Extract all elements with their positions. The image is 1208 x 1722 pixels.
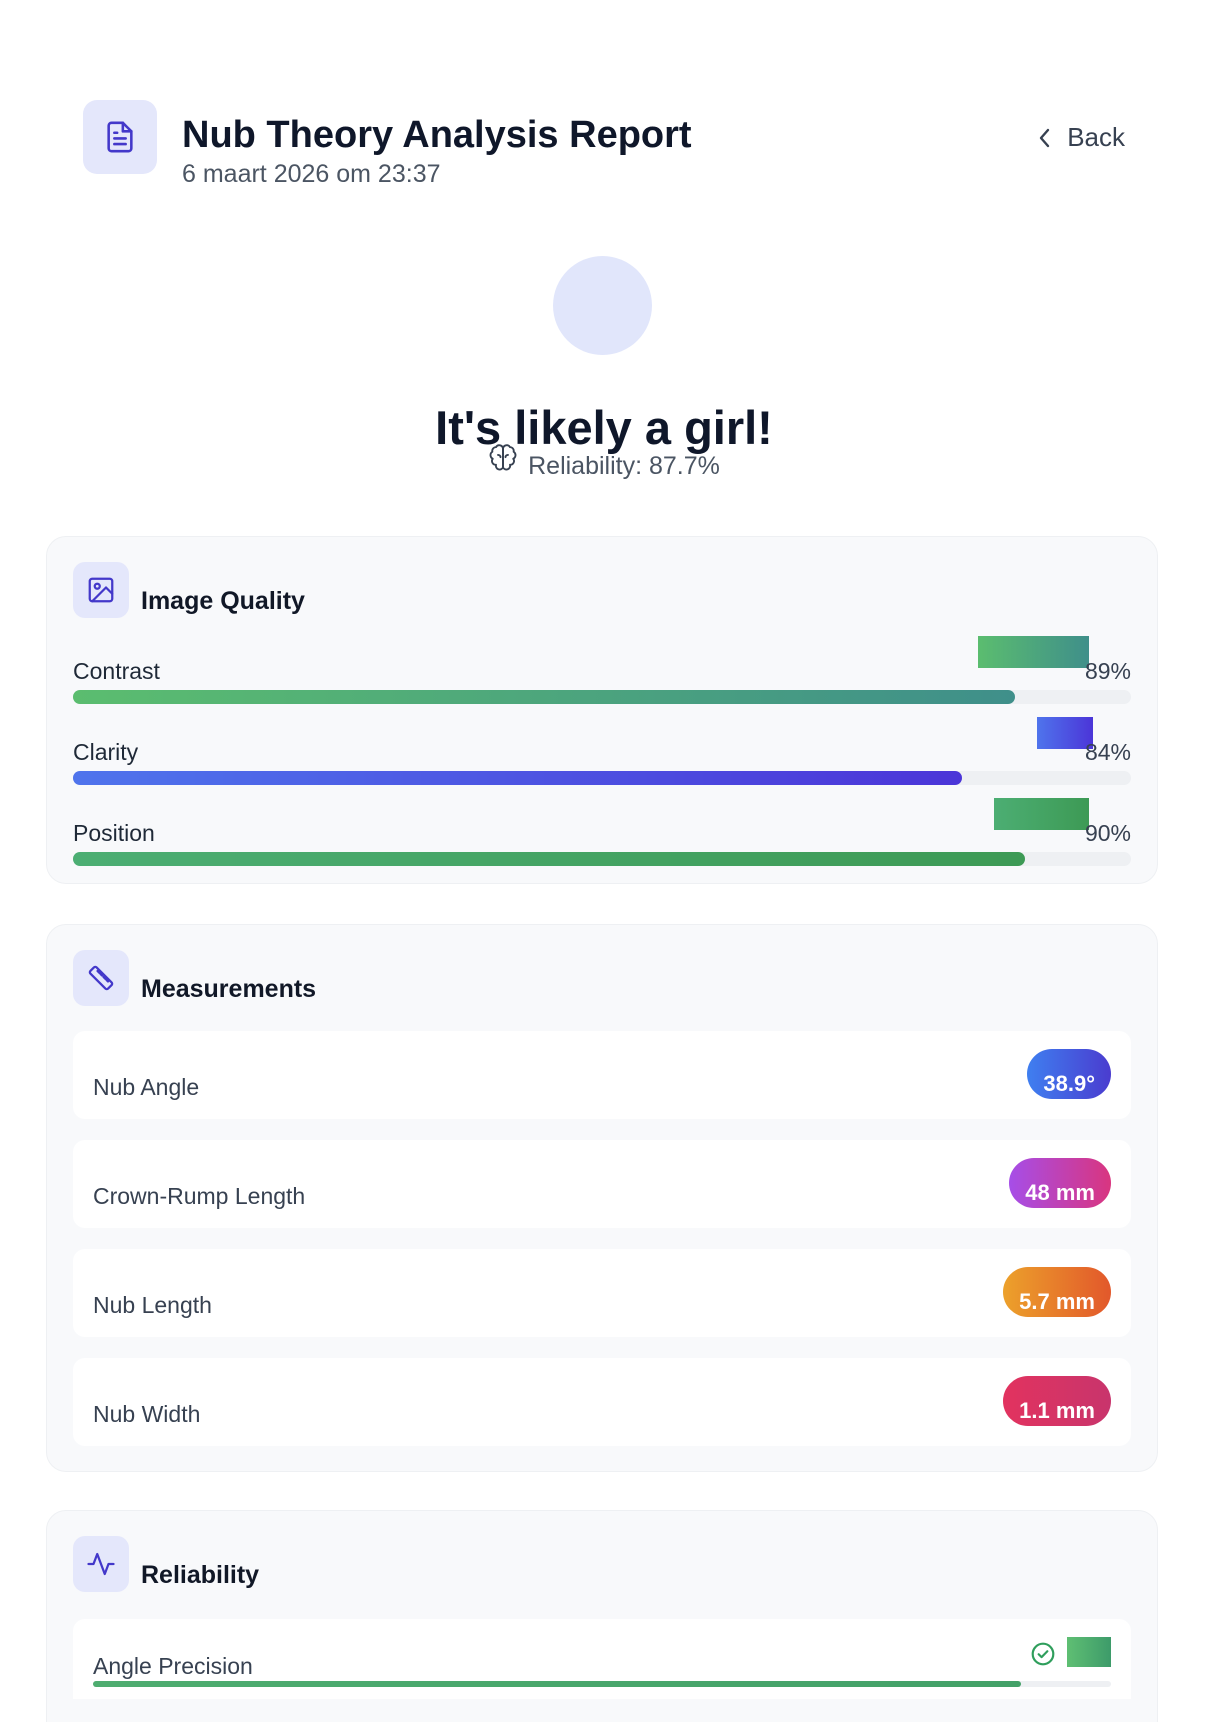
quality-value-marker (1037, 717, 1093, 749)
report-date: 6 maart 2026 om 23:37 (182, 160, 441, 188)
reliability-row-angle-precision: Angle Precision (73, 1619, 1131, 1699)
measurement-value-badge: 5.7 mm (1003, 1267, 1111, 1317)
measurement-row-crown-rump-length: Crown-Rump Length 48 mm (73, 1140, 1131, 1228)
quality-label: Contrast (73, 658, 160, 684)
quality-percent: 89% (1084, 658, 1131, 684)
measurement-value-badge: 38.9° (1027, 1049, 1111, 1099)
image-icon (73, 562, 129, 618)
quality-bar-track (73, 852, 1131, 866)
back-button[interactable]: Back (1037, 122, 1125, 153)
measurement-row-nub-length: Nub Length 5.7 mm (73, 1249, 1131, 1337)
quality-bar-fill (73, 690, 1015, 704)
reliability-label: Angle Precision (93, 1653, 253, 1679)
reliability-bar-fill (93, 1681, 1021, 1687)
quality-value-marker (978, 636, 1089, 668)
measurement-value-badge: 1.1 mm (1003, 1376, 1111, 1426)
quality-bar-track (73, 771, 1131, 785)
report-header: Nub Theory Analysis Report 6 maart 2026 … (83, 100, 1125, 188)
back-label: Back (1067, 122, 1125, 152)
quality-label: Position (73, 820, 155, 846)
chevron-left-icon (1039, 128, 1050, 147)
activity-icon (73, 1536, 129, 1592)
image-quality-title: Image Quality (141, 587, 305, 615)
measurement-label: Nub Width (93, 1401, 201, 1427)
document-icon (83, 100, 157, 174)
measurement-value-badge: 48 mm (1009, 1158, 1111, 1208)
measurements-header: Measurements (73, 950, 316, 1006)
reliability-header: Reliability (73, 1536, 259, 1592)
quality-bar-track (73, 690, 1131, 704)
ruler-icon (73, 950, 129, 1006)
quality-bar-fill (73, 852, 1026, 866)
image-quality-header: Image Quality (73, 562, 305, 618)
quality-label: Clarity (73, 739, 139, 765)
reliability-title: Reliability (141, 1561, 260, 1589)
measurements-title: Measurements (141, 975, 317, 1003)
brain-icon (489, 443, 517, 470)
measurement-label: Nub Length (93, 1292, 212, 1318)
quality-value-marker (994, 798, 1089, 830)
result-reliability: Reliability: 87.7% (0, 443, 1208, 481)
quality-bar-fill (73, 771, 962, 785)
measurement-row-nub-width: Nub Width 1.1 mm (73, 1358, 1131, 1446)
result-avatar (553, 256, 652, 355)
quality-percent: 90% (1084, 820, 1131, 846)
quality-row-position: Position 90% (73, 798, 1131, 870)
measurement-label: Crown-Rump Length (93, 1183, 306, 1209)
reliability-card: Reliability Angle Precision (46, 1510, 1158, 1722)
check-circle-icon (1031, 1642, 1055, 1666)
reliability-text: Reliability: 87.7% (528, 452, 720, 480)
quality-percent: 84% (1084, 739, 1131, 765)
quality-row-clarity: Clarity 84% (73, 717, 1131, 789)
result-title: It's likely a girl! (435, 401, 773, 454)
image-quality-card: Image Quality Contrast 89% Clarity 84% P… (46, 536, 1158, 884)
measurement-label: Nub Angle (93, 1074, 200, 1100)
page-title: Nub Theory Analysis Report (182, 114, 692, 156)
quality-row-contrast: Contrast 89% (73, 636, 1131, 708)
measurements-card: Measurements Nub Angle 38.9° Crown-Rump … (46, 924, 1158, 1472)
reliability-value-marker (1067, 1637, 1111, 1667)
measurement-row-nub-angle: Nub Angle 38.9° (73, 1031, 1131, 1119)
